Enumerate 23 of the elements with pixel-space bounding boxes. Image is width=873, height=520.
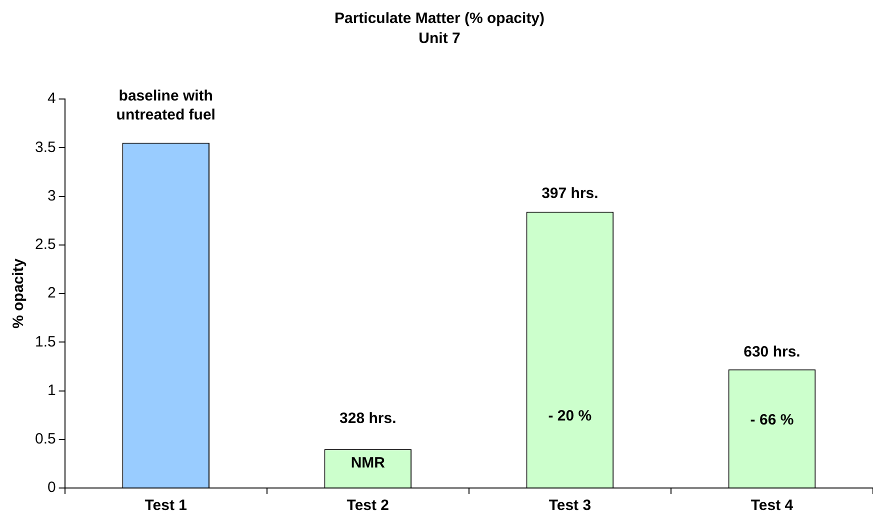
y-tick-label: 2.5 [34, 236, 56, 254]
annotation: 630 hrs. [744, 343, 800, 360]
y-tick-label: 1 [48, 382, 56, 399]
y-tick-label: 2 [48, 284, 56, 302]
chart-subtitle: Unit 7 [418, 30, 460, 48]
annotation: - 20 % [548, 408, 592, 425]
y-tick-label: 0.5 [34, 430, 56, 448]
annotation: 328 hrs. [340, 410, 396, 428]
y-axis-title: % opacity [10, 258, 28, 329]
y-tick-label: 0 [48, 479, 56, 496]
y-tick-label: 3.5 [34, 138, 56, 156]
chart-title: Particulate Matter (% opacity) [334, 10, 545, 28]
annotation: NMR [350, 454, 386, 472]
x-tick-label: Test 1 [144, 497, 187, 514]
x-tick-label: Test 4 [750, 497, 794, 514]
annotation: 397 hrs. [542, 184, 598, 202]
x-tick-label: Test 3 [548, 497, 592, 514]
y-tick-label: 1.5 [34, 333, 56, 350]
annotation: - 66 % [750, 412, 794, 429]
y-tick-label: 4 [48, 90, 56, 108]
y-tick-label: 3 [48, 187, 56, 204]
x-tick-label: Test 2 [346, 497, 390, 514]
annotation: baseline with untreated fuel [116, 87, 216, 124]
